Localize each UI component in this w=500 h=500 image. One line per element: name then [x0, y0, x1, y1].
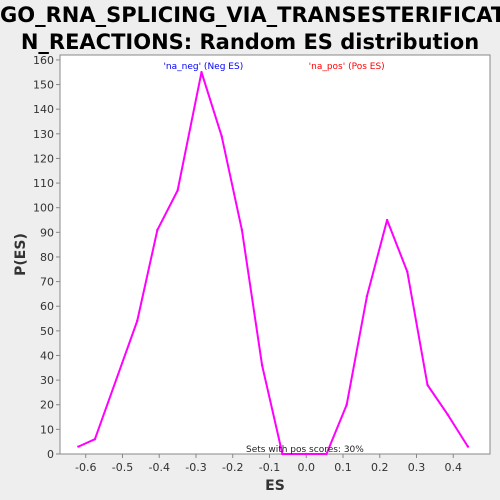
data-point	[260, 364, 264, 367]
y-tick-label: 20	[40, 399, 54, 412]
data-point	[325, 452, 328, 456]
series-layer	[77, 71, 470, 456]
y-tick-label: 0	[47, 448, 54, 461]
data-point	[135, 319, 139, 323]
y-tick-label: 80	[40, 251, 54, 264]
x-tick-label: -0.1	[259, 461, 280, 474]
y-tick-label: 150	[33, 79, 54, 92]
chart-title: GO_RNA_SPLICING_VIA_TRANSESTERIFICATIO N…	[0, 2, 500, 56]
y-tick-label: 40	[40, 349, 54, 362]
y-axis-label: P(ES)	[13, 233, 29, 276]
y-tick-label: 100	[33, 202, 54, 215]
x-axis-label: ES	[265, 478, 285, 494]
data-point	[220, 135, 223, 138]
y-tick-label: 50	[40, 325, 54, 338]
data-point	[77, 445, 80, 448]
annotation-text: Sets with pos scores: 30%	[246, 445, 364, 455]
y-tick-label: 10	[40, 423, 54, 436]
x-tick-label: 0.4	[444, 461, 462, 474]
y-axis: 0 10 20 30 40 50 60 70 80 90 100 110 120 130 140 150 160	[33, 54, 60, 461]
x-tick-label: 0.1	[334, 461, 352, 474]
data-point	[345, 403, 348, 406]
x-tick-label: 0.0	[297, 461, 315, 474]
data-point	[156, 228, 159, 232]
data-point	[426, 383, 429, 387]
y-tick-label: 130	[33, 128, 54, 141]
data-point	[176, 189, 179, 192]
y-tick-label: 160	[33, 54, 54, 67]
data-point	[200, 71, 203, 74]
x-tick-label: -0.3	[185, 461, 206, 474]
y-tick-label: 140	[33, 103, 54, 116]
data-point	[305, 452, 308, 456]
x-tick-label: 0.3	[408, 461, 426, 474]
chart-title-line-2: N_REACTIONS: Random ES distribution	[20, 30, 480, 54]
y-tick-label: 90	[40, 226, 54, 239]
legend: 'na_neg' (Neg ES) 'na_pos' (Pos ES)	[163, 62, 384, 72]
x-tick-label: 0.2	[371, 461, 389, 474]
data-point	[365, 295, 369, 298]
legend-item: 'na_pos' (Pos ES)	[309, 62, 385, 72]
plot-area	[59, 54, 491, 455]
legend-item: 'na_neg' (Neg ES)	[163, 62, 243, 72]
y-tick-label: 70	[40, 276, 54, 289]
data-point	[240, 228, 244, 232]
y-tick-label: 110	[33, 177, 54, 190]
data-point	[446, 413, 449, 416]
x-tick-label: -0.6	[75, 461, 96, 474]
data-point	[281, 452, 284, 456]
y-tick-label: 60	[40, 300, 54, 313]
chart-title-line-1: GO_RNA_SPLICING_VIA_TRANSESTERIFICATIO	[0, 3, 500, 27]
x-tick-label: -0.5	[112, 461, 133, 474]
data-point	[406, 270, 409, 273]
data-point	[93, 438, 97, 441]
x-tick-label: -0.2	[222, 461, 243, 474]
data-point	[466, 445, 470, 448]
data-point	[385, 218, 389, 222]
y-tick-label: 120	[33, 152, 54, 165]
y-tick-label: 30	[40, 374, 54, 387]
x-tick-label: -0.4	[148, 461, 169, 474]
x-axis: -0.6 -0.5 -0.4 -0.3 -0.2 -0.1 0.0 0.1 0.2 0.3 0.4	[75, 454, 462, 474]
